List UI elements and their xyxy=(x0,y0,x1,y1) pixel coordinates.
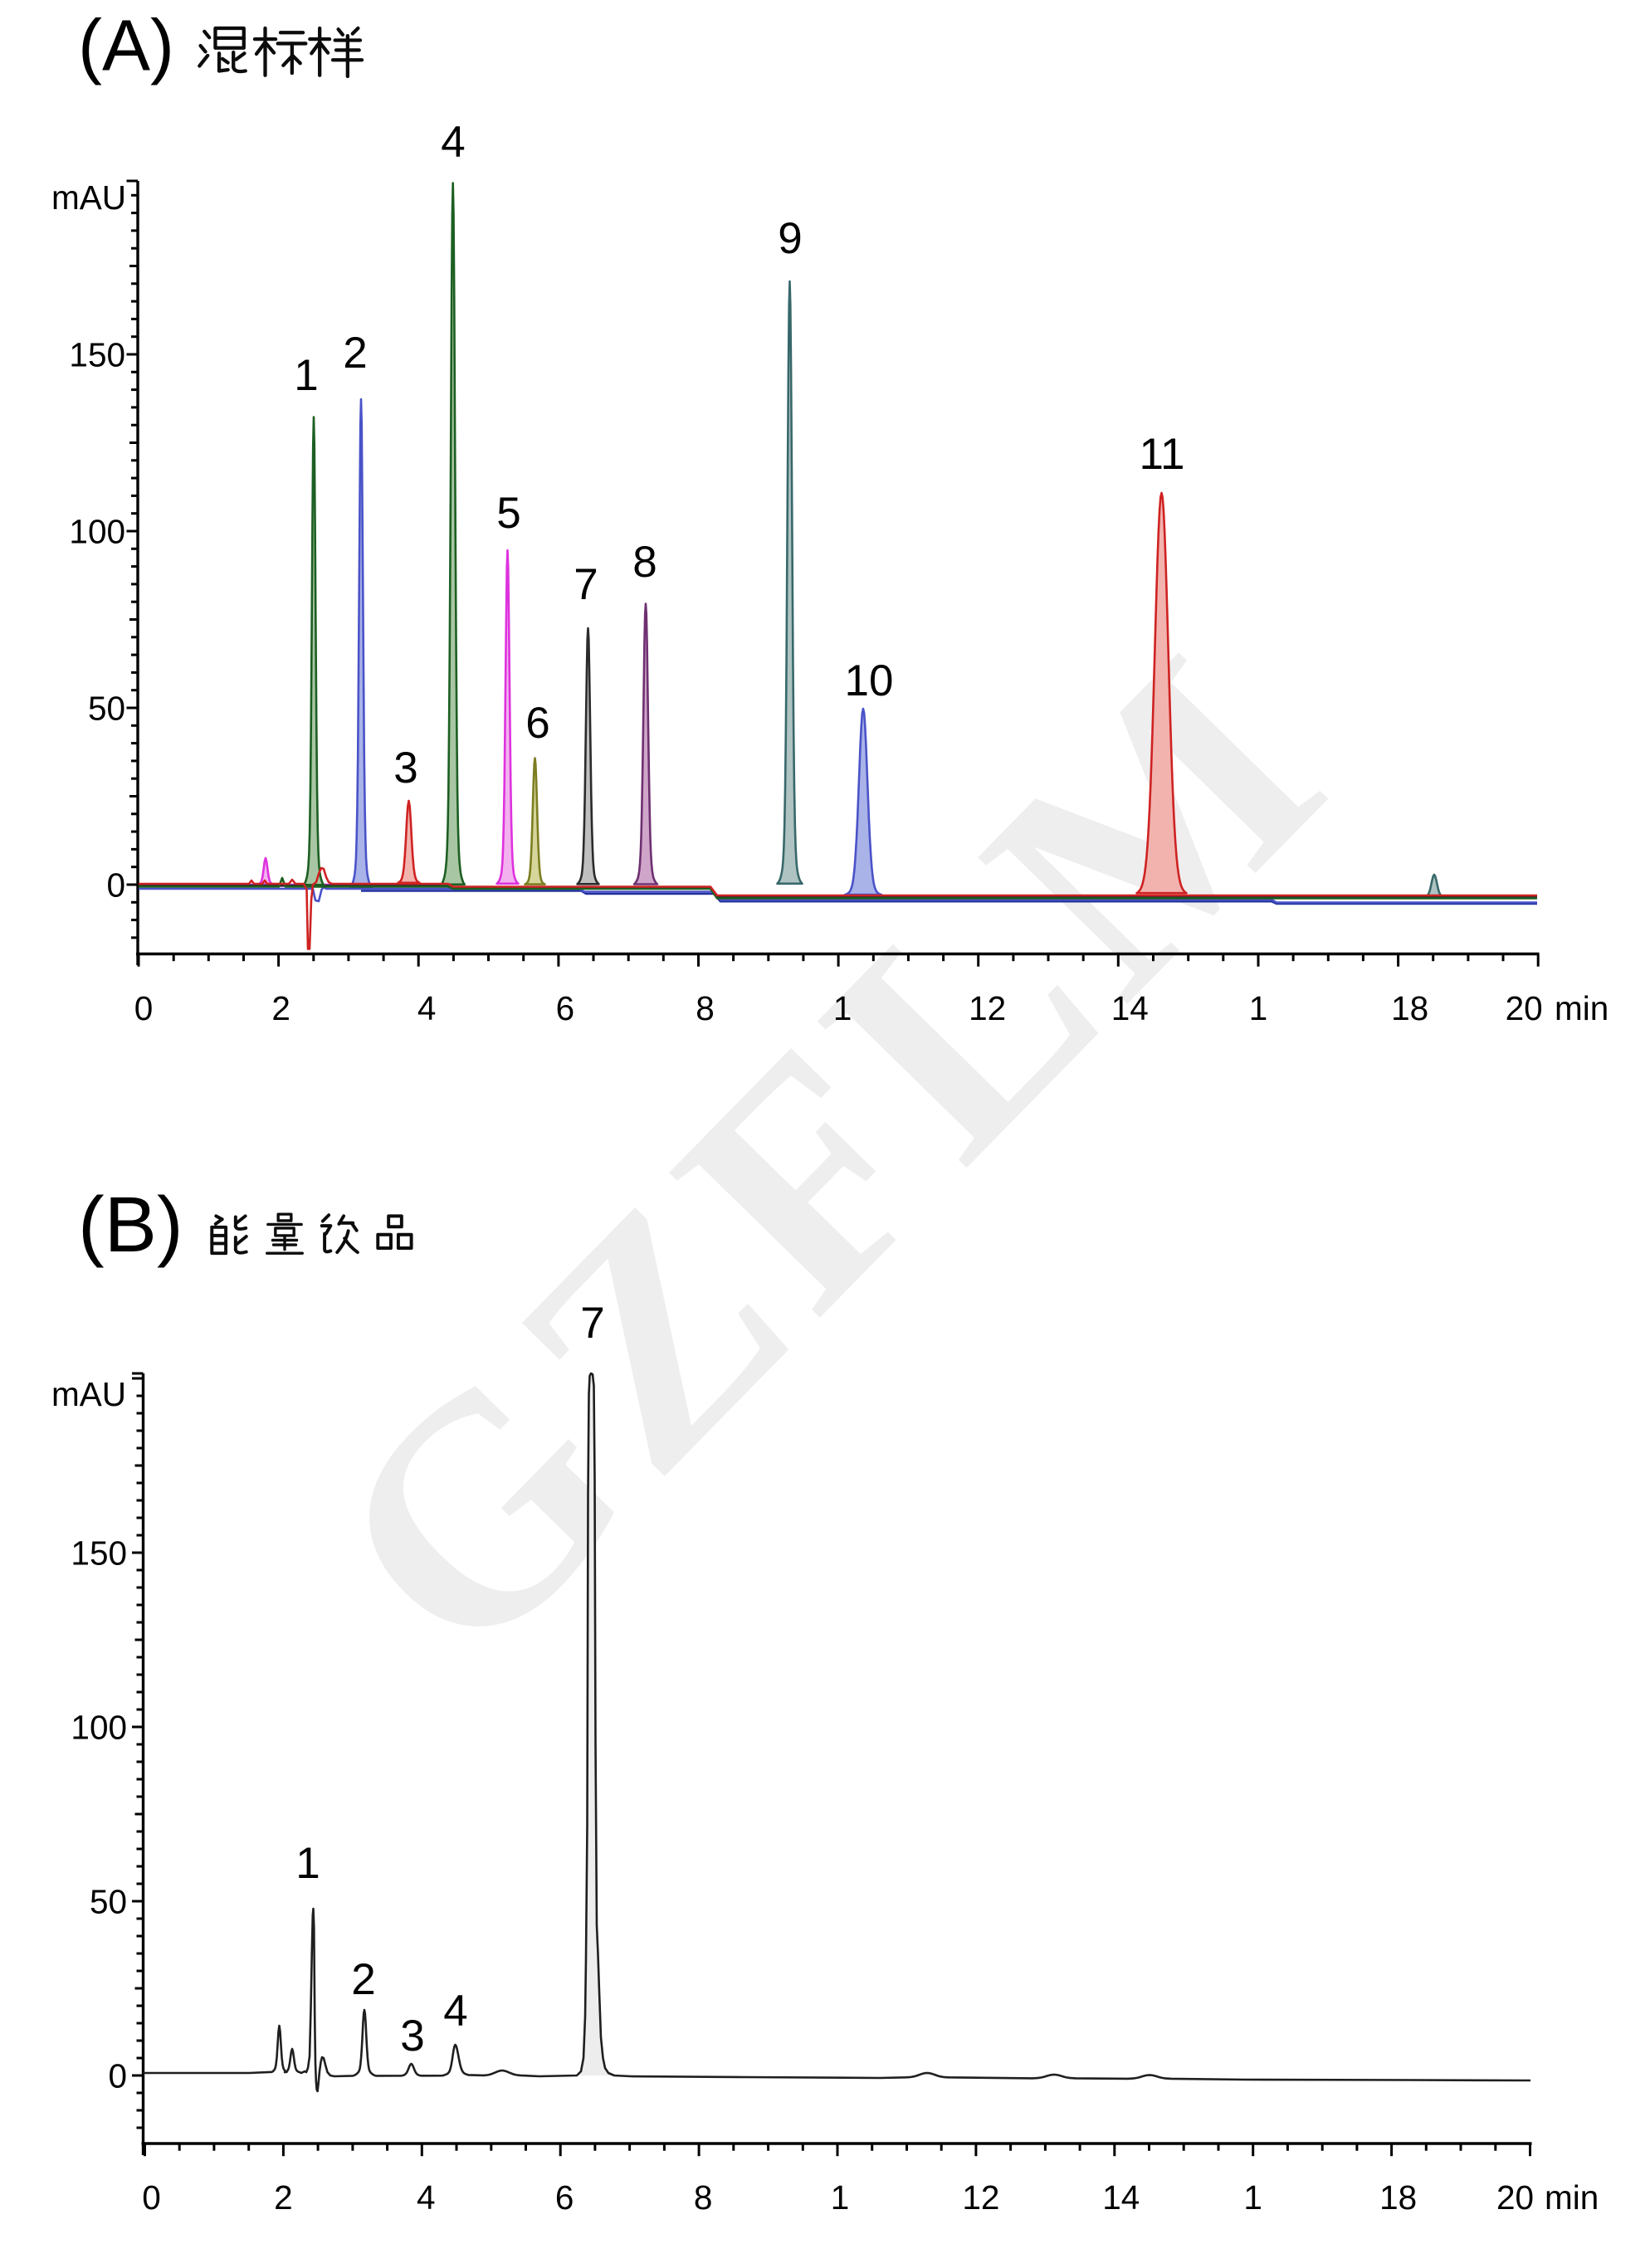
svg-text:0: 0 xyxy=(106,866,125,905)
svg-text:2: 2 xyxy=(351,1955,375,2004)
svg-text:6: 6 xyxy=(556,989,575,1027)
svg-text:50: 50 xyxy=(90,1883,127,1921)
svg-text:11: 11 xyxy=(1139,430,1184,479)
svg-text:3: 3 xyxy=(400,2012,424,2061)
svg-text:10: 10 xyxy=(845,656,894,705)
svg-text:100: 100 xyxy=(69,513,125,551)
svg-text:14: 14 xyxy=(1111,989,1149,1027)
svg-text:8: 8 xyxy=(696,989,715,1027)
svg-text:1: 1 xyxy=(1249,989,1268,1027)
svg-text:min: min xyxy=(1545,2178,1599,2217)
svg-text:3: 3 xyxy=(393,744,417,793)
svg-text:1: 1 xyxy=(294,351,318,400)
svg-text:8: 8 xyxy=(694,2178,713,2217)
svg-text:5: 5 xyxy=(496,489,520,538)
svg-text:150: 150 xyxy=(69,336,125,374)
svg-text:1: 1 xyxy=(295,1839,320,1888)
svg-text:0: 0 xyxy=(142,2178,161,2217)
svg-text:2: 2 xyxy=(271,989,290,1027)
svg-text:1: 1 xyxy=(1243,2178,1262,2217)
svg-text:4: 4 xyxy=(443,1987,467,2036)
svg-text:7: 7 xyxy=(580,1299,604,1348)
svg-text:0: 0 xyxy=(108,2057,127,2095)
svg-text:6: 6 xyxy=(525,699,549,748)
svg-text:mAU: mAU xyxy=(51,1375,126,1413)
svg-text:1: 1 xyxy=(833,989,852,1027)
svg-text:14: 14 xyxy=(1102,2178,1140,2217)
svg-text:8: 8 xyxy=(632,538,657,587)
svg-text:6: 6 xyxy=(555,2178,574,2217)
svg-text:4: 4 xyxy=(441,118,465,167)
svg-text:18: 18 xyxy=(1379,2178,1417,2217)
svg-text:150: 150 xyxy=(71,1534,127,1573)
svg-text:4: 4 xyxy=(417,2178,436,2217)
svg-text:4: 4 xyxy=(417,989,437,1027)
svg-text:mAU: mAU xyxy=(51,178,126,217)
svg-text:12: 12 xyxy=(962,2178,999,2217)
svg-text:100: 100 xyxy=(71,1709,127,1747)
svg-text:(B): (B) xyxy=(78,1181,183,1269)
svg-text:20: 20 xyxy=(1506,989,1543,1027)
svg-text:2: 2 xyxy=(274,2178,293,2217)
svg-text:7: 7 xyxy=(574,560,598,609)
svg-text:(A): (A) xyxy=(78,6,174,86)
svg-text:min: min xyxy=(1555,989,1609,1027)
svg-text:9: 9 xyxy=(778,214,802,263)
svg-text:50: 50 xyxy=(88,690,125,728)
svg-text:1: 1 xyxy=(831,2178,850,2217)
svg-text:12: 12 xyxy=(969,989,1006,1027)
svg-text:0: 0 xyxy=(134,989,154,1027)
svg-text:20: 20 xyxy=(1496,2178,1534,2217)
svg-text:2: 2 xyxy=(343,329,367,378)
svg-text:18: 18 xyxy=(1391,989,1428,1027)
